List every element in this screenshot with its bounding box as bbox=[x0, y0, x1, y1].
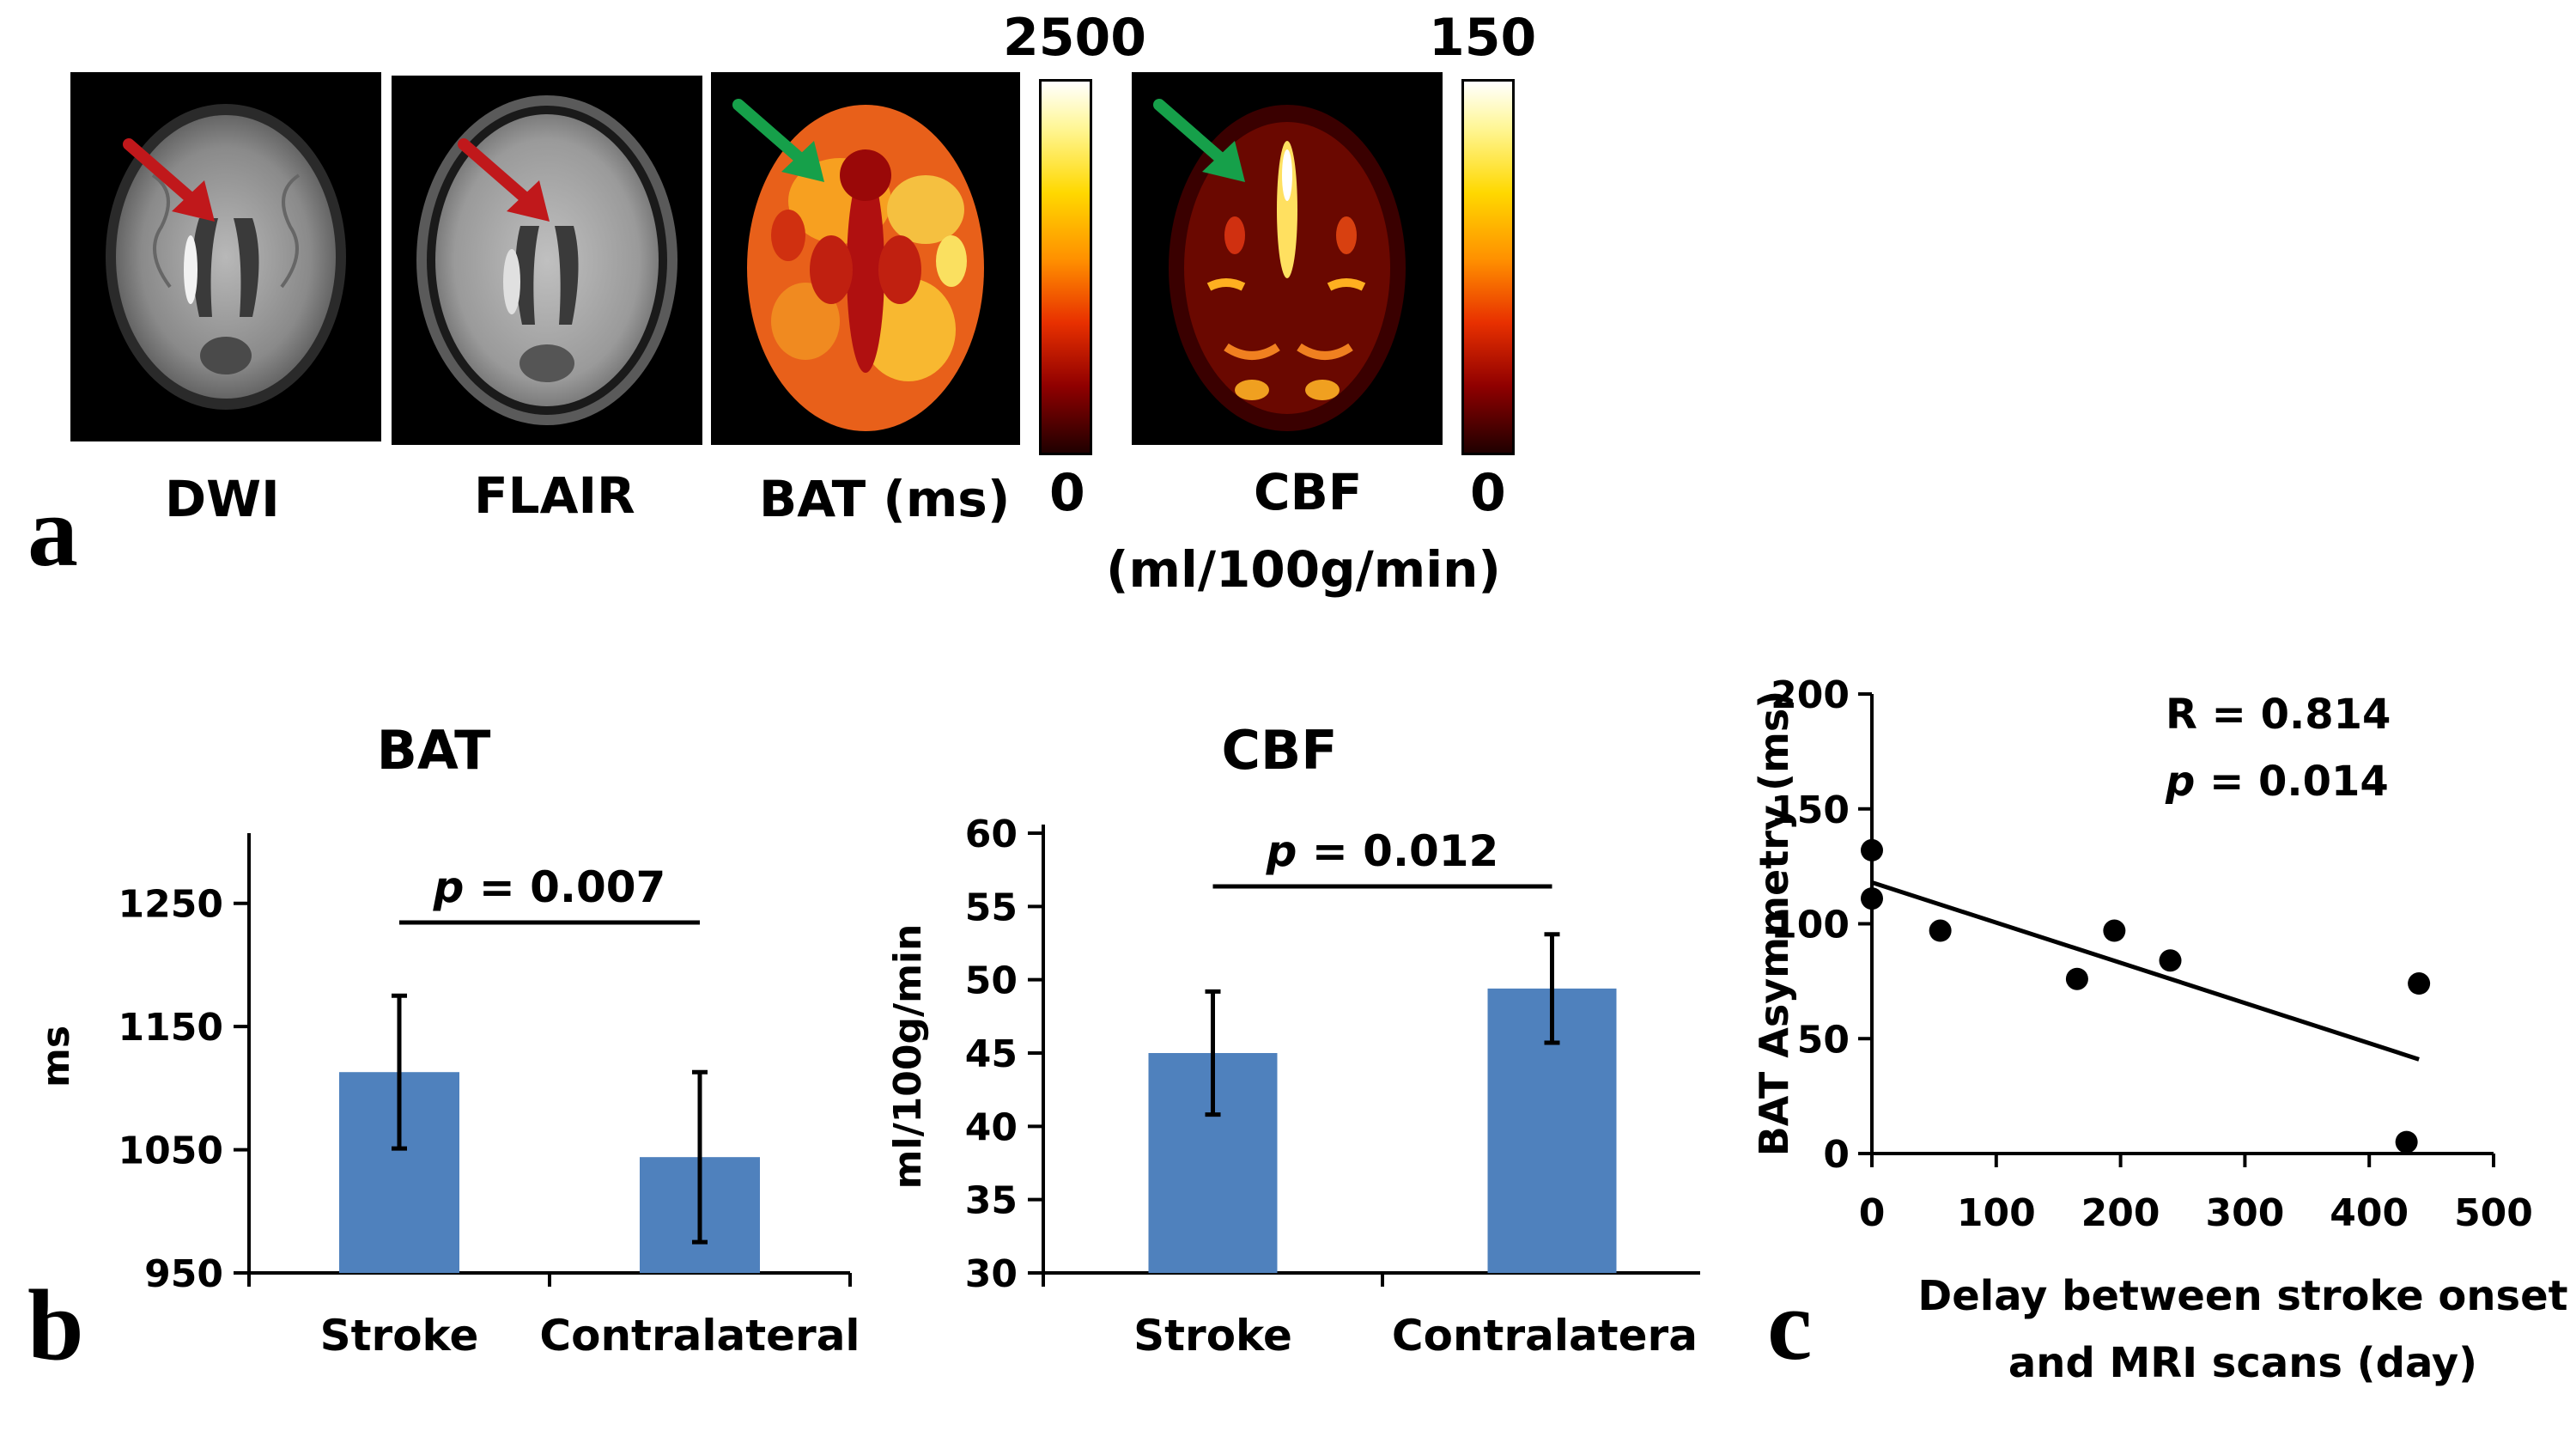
y-tick-label: 55 bbox=[965, 886, 1018, 929]
y-tick-label: 100 bbox=[1771, 904, 1850, 947]
p-value-annotation: p = 0.007 bbox=[433, 862, 666, 912]
data-point bbox=[1861, 887, 1883, 910]
y-tick-label: 950 bbox=[144, 1252, 223, 1296]
regression-line bbox=[1871, 880, 2420, 1062]
x-category-label: Contralateral bbox=[539, 1311, 860, 1361]
x-tick-label: 100 bbox=[1957, 1191, 2036, 1235]
bat-arrow-icon bbox=[732, 99, 824, 182]
data-point bbox=[1929, 919, 1952, 942]
x-tick-label: 400 bbox=[2330, 1191, 2409, 1235]
p-value-annotation: p = 0.012 bbox=[1266, 826, 1499, 876]
flair-label: FLAIR bbox=[474, 466, 635, 525]
data-point bbox=[2395, 1130, 2418, 1154]
x-axis-label: Delay between stroke onset bbox=[1917, 1272, 2567, 1320]
y-tick-label: 1050 bbox=[118, 1129, 223, 1173]
panel-a-letter: a bbox=[27, 475, 78, 588]
chart-title: CBF bbox=[1221, 719, 1337, 782]
panel-b-letter: b bbox=[27, 1269, 84, 1381]
bat-scale-max: 2500 bbox=[1003, 8, 1146, 68]
x-axis-label-line2: and MRI scans (day) bbox=[2008, 1339, 2477, 1387]
r-value-annotation: R = 0.814 bbox=[2166, 691, 2391, 739]
bat-colorbar bbox=[1039, 79, 1092, 455]
y-tick-label: 200 bbox=[1771, 673, 1850, 717]
x-category-label: Stroke bbox=[320, 1311, 479, 1361]
y-axis-label: BAT Asymmetry (ms) bbox=[1751, 691, 1797, 1157]
flair-arrow-icon bbox=[458, 138, 550, 222]
y-tick-label: 45 bbox=[965, 1032, 1018, 1076]
cbf-label: CBF bbox=[1254, 463, 1363, 521]
y-tick-label: 0 bbox=[1823, 1133, 1850, 1177]
bat-label: BAT (ms) bbox=[759, 470, 1011, 528]
y-tick-label: 50 bbox=[965, 959, 1018, 1003]
dwi-image bbox=[70, 72, 381, 441]
y-tick-label: 150 bbox=[1771, 788, 1850, 832]
bat-bar-chart: BAT ms 950 1050 1150 1250 Stroke Contralateral p… bbox=[34, 719, 860, 1361]
y-tick-label: 1150 bbox=[118, 1006, 223, 1050]
y-tick-label: 1250 bbox=[118, 883, 223, 927]
y-tick-label: 60 bbox=[965, 813, 1018, 856]
data-point bbox=[1861, 838, 1883, 861]
x-tick-label: 500 bbox=[2454, 1191, 2533, 1235]
x-tick-label: 300 bbox=[2205, 1191, 2284, 1235]
y-axis-label: ms bbox=[34, 1026, 78, 1087]
cbf-colorbar bbox=[1461, 79, 1515, 455]
cbf-map-image bbox=[1132, 72, 1443, 445]
data-point bbox=[2065, 967, 2088, 990]
data-point bbox=[2103, 919, 2126, 942]
x-tick-label: 200 bbox=[2081, 1191, 2160, 1235]
data-point bbox=[2408, 972, 2431, 995]
y-tick-label: 30 bbox=[965, 1252, 1018, 1296]
cbf-scale-min: 0 bbox=[1470, 463, 1506, 523]
x-tick-label: 0 bbox=[1859, 1191, 1886, 1235]
y-tick-label: 35 bbox=[965, 1179, 1018, 1223]
x-category-label: Stroke bbox=[1133, 1311, 1292, 1361]
chart-title: BAT bbox=[377, 719, 491, 782]
x-category-label: Contralateral bbox=[1392, 1311, 1700, 1361]
cbf-units-label: (ml/100g/min) bbox=[1106, 540, 1501, 599]
cbf-arrow-icon bbox=[1153, 99, 1245, 182]
bat-scale-min: 0 bbox=[1049, 463, 1085, 523]
y-axis-label: ml/100g/min bbox=[886, 924, 930, 1190]
flair-image bbox=[392, 76, 702, 445]
dwi-arrow-icon bbox=[123, 138, 215, 222]
dwi-label: DWI bbox=[165, 470, 280, 528]
panel-c-letter: c bbox=[1767, 1269, 1813, 1381]
p-value-annotation: p = 0.014 bbox=[2165, 758, 2389, 806]
cbf-bar-chart: CBF ml/100g/min 30 35 40 45 50 55 60 Stroke Contra… bbox=[886, 719, 1700, 1361]
y-tick-label: 50 bbox=[1797, 1018, 1850, 1062]
cbf-scale-max: 150 bbox=[1429, 8, 1537, 68]
data-point bbox=[2159, 949, 2182, 972]
y-tick-label: 40 bbox=[965, 1105, 1018, 1149]
bat-asymmetry-scatter: 0 50 100 150 200 0 100 200 300 400 500 BAT Asymmetr… bbox=[1751, 673, 2568, 1387]
